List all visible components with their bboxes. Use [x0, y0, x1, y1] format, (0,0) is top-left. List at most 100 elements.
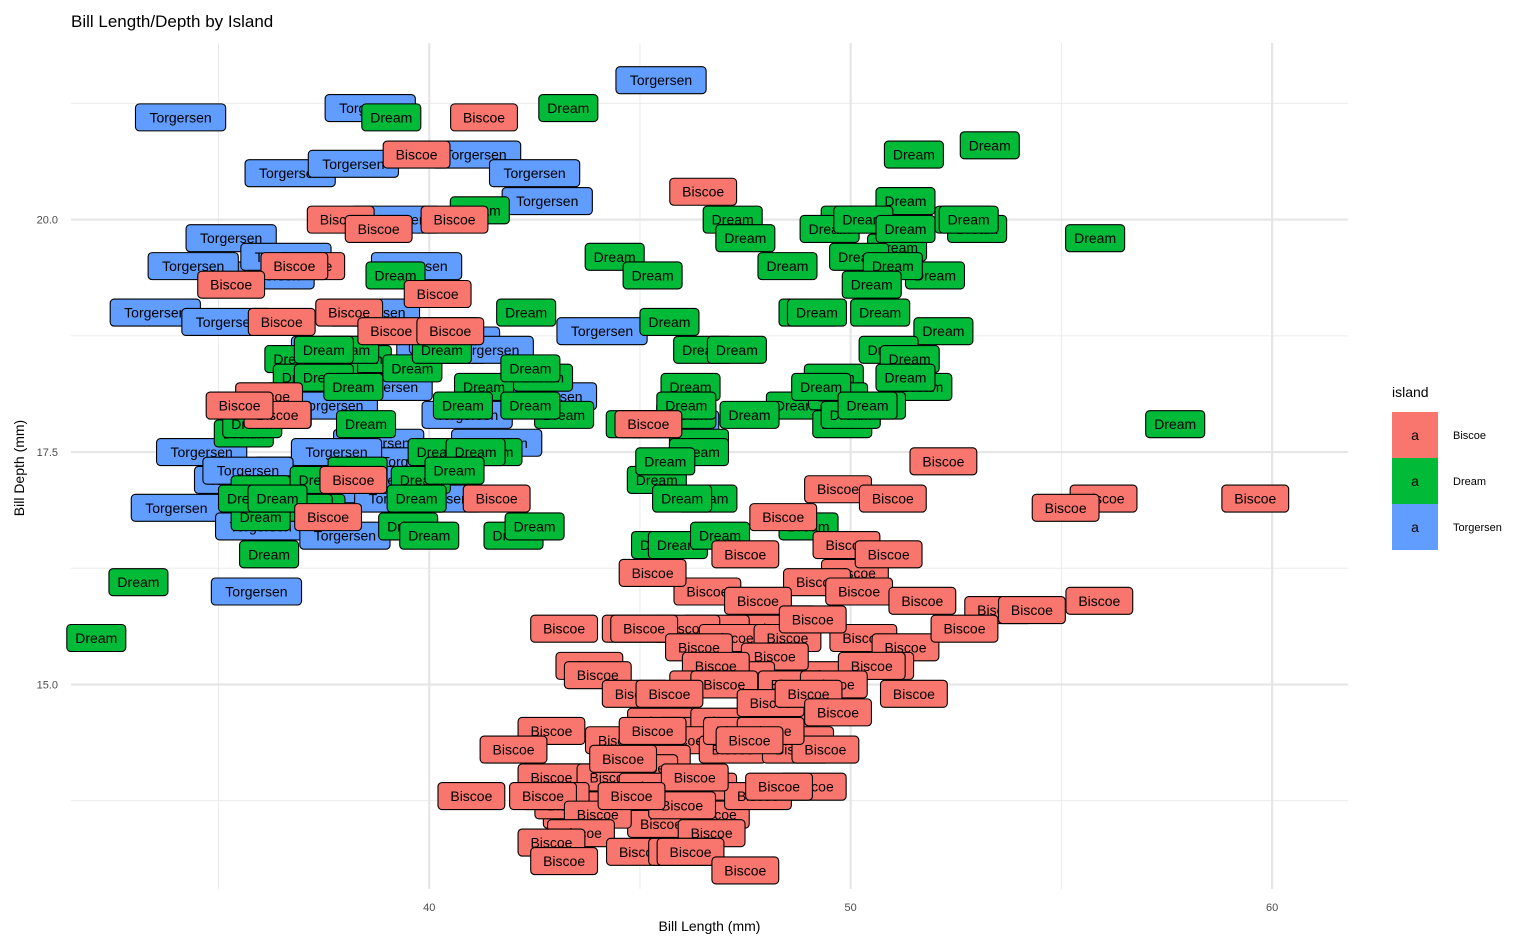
svg-text:Dream: Dream: [117, 574, 159, 590]
data-label-dream: Dream: [639, 307, 700, 336]
y-axis-title: Bill Depth (mm): [11, 420, 27, 516]
svg-text:Dream: Dream: [922, 323, 964, 339]
data-labels: Torgersen Torgersen Torgersen Torgersen Torg…: [66, 66, 1290, 885]
data-label-biscoe: Biscoe: [197, 270, 266, 299]
svg-text:Dream: Dream: [303, 342, 345, 358]
svg-text:Biscoe: Biscoe: [640, 816, 682, 832]
legend-key: [1392, 412, 1438, 458]
svg-text:Torgersen: Torgersen: [162, 258, 224, 274]
data-label-biscoe: Biscoe: [858, 484, 927, 513]
data-label-dream: Dream: [1065, 224, 1126, 253]
svg-text:Biscoe: Biscoe: [922, 453, 964, 469]
svg-text:Biscoe: Biscoe: [893, 686, 935, 702]
svg-text:Dream: Dream: [775, 398, 817, 414]
x-tick-label: 40: [423, 902, 435, 914]
legend-label: Biscoe: [1453, 430, 1486, 442]
svg-text:Biscoe: Biscoe: [872, 491, 914, 507]
data-label-biscoe: Biscoe: [479, 735, 548, 764]
x-axis-title: Bill Length (mm): [659, 918, 761, 934]
svg-text:Dream: Dream: [644, 453, 686, 469]
data-label-biscoe: Biscoe: [1065, 586, 1134, 615]
legend-key-symbol: a: [1411, 473, 1419, 489]
data-label-dream: Dream: [883, 140, 944, 169]
data-label-biscoe: Biscoe: [618, 558, 687, 587]
svg-text:Dream: Dream: [665, 398, 707, 414]
svg-text:Biscoe: Biscoe: [210, 277, 252, 293]
svg-text:Biscoe: Biscoe: [1078, 593, 1120, 609]
svg-text:Dream: Dream: [75, 630, 117, 646]
svg-text:Biscoe: Biscoe: [868, 546, 910, 562]
svg-text:Torgersen: Torgersen: [503, 165, 565, 181]
svg-text:Biscoe: Biscoe: [328, 305, 370, 321]
legend-item-torgersen: a Torgersen: [1392, 504, 1502, 550]
data-label-dream: Dream: [791, 372, 852, 402]
svg-text:Torgersen: Torgersen: [225, 584, 287, 600]
data-label-biscoe: Biscoe: [1221, 484, 1290, 513]
data-label-dream: Dream: [538, 94, 599, 123]
svg-text:Dream: Dream: [884, 370, 926, 386]
data-label-biscoe: Biscoe: [1031, 493, 1100, 522]
svg-text:Torgersen: Torgersen: [322, 156, 384, 172]
data-label-dream: Dream: [959, 131, 1020, 160]
svg-text:Dream: Dream: [842, 212, 884, 228]
data-label-dream: Dream: [875, 214, 936, 243]
data-label-biscoe: Biscoe: [749, 503, 818, 532]
data-label-biscoe: Biscoe: [420, 205, 489, 234]
legend-item-biscoe: a Biscoe: [1392, 412, 1486, 458]
svg-text:Biscoe: Biscoe: [273, 258, 315, 274]
svg-text:Dream: Dream: [421, 342, 463, 358]
svg-text:Dream: Dream: [1074, 230, 1116, 246]
data-label-biscoe: Biscoe: [711, 540, 780, 569]
svg-text:Dream: Dream: [332, 379, 374, 395]
svg-text:Dream: Dream: [661, 491, 703, 507]
svg-text:Dream: Dream: [248, 546, 290, 562]
svg-text:Dream: Dream: [547, 100, 589, 116]
svg-text:Biscoe: Biscoe: [219, 398, 261, 414]
svg-text:Biscoe: Biscoe: [686, 584, 728, 600]
svg-text:Biscoe: Biscoe: [358, 221, 400, 237]
svg-text:Dream: Dream: [396, 491, 438, 507]
svg-text:Dream: Dream: [463, 379, 505, 395]
svg-text:Biscoe: Biscoe: [623, 621, 665, 637]
svg-text:Biscoe: Biscoe: [648, 686, 690, 702]
svg-text:Dream: Dream: [796, 305, 838, 321]
data-label-biscoe: Biscoe: [610, 614, 679, 643]
svg-text:Dream: Dream: [1154, 416, 1196, 432]
data-label-dream: Dream: [247, 484, 308, 513]
svg-text:Torgersen: Torgersen: [630, 72, 692, 88]
svg-text:Biscoe: Biscoe: [817, 704, 859, 720]
data-label-dream: Dream: [399, 521, 460, 550]
data-label-biscoe: Biscoe: [205, 391, 274, 420]
data-label-dream: Dream: [500, 391, 561, 420]
svg-text:Biscoe: Biscoe: [522, 788, 564, 804]
data-label-biscoe: Biscoe: [260, 252, 329, 281]
svg-text:Dream: Dream: [847, 398, 889, 414]
svg-text:Biscoe: Biscoe: [307, 509, 349, 525]
svg-text:Biscoe: Biscoe: [632, 723, 674, 739]
svg-text:Biscoe: Biscoe: [661, 797, 703, 813]
svg-text:Biscoe: Biscoe: [1045, 500, 1087, 516]
y-tick-label: 17.5: [37, 447, 58, 459]
svg-text:Biscoe: Biscoe: [543, 621, 585, 637]
data-label-dream: Dream: [622, 261, 683, 290]
data-label-dream: Dream: [386, 484, 447, 513]
svg-text:Torgersen: Torgersen: [516, 193, 578, 209]
svg-text:Dream: Dream: [594, 249, 636, 265]
svg-text:Torgersen: Torgersen: [571, 323, 633, 339]
legend-item-dream: a Dream: [1392, 458, 1486, 504]
svg-text:Torgersen: Torgersen: [217, 463, 279, 479]
data-label-biscoe: Biscoe: [403, 279, 472, 309]
svg-text:Biscoe: Biscoe: [530, 835, 572, 851]
svg-text:Biscoe: Biscoe: [396, 147, 438, 163]
svg-text:Dream: Dream: [872, 258, 914, 274]
data-label-biscoe: Biscoe: [416, 317, 485, 346]
data-label-biscoe: Biscoe: [530, 847, 599, 876]
svg-text:Biscoe: Biscoe: [434, 212, 476, 228]
svg-text:Biscoe: Biscoe: [632, 565, 674, 581]
data-label-biscoe: Biscoe: [450, 103, 518, 132]
data-label-biscoe: Biscoe: [997, 596, 1066, 625]
svg-text:Biscoe: Biscoe: [678, 639, 720, 655]
data-label-dream: Dream: [786, 298, 848, 327]
svg-text:Biscoe: Biscoe: [476, 491, 518, 507]
